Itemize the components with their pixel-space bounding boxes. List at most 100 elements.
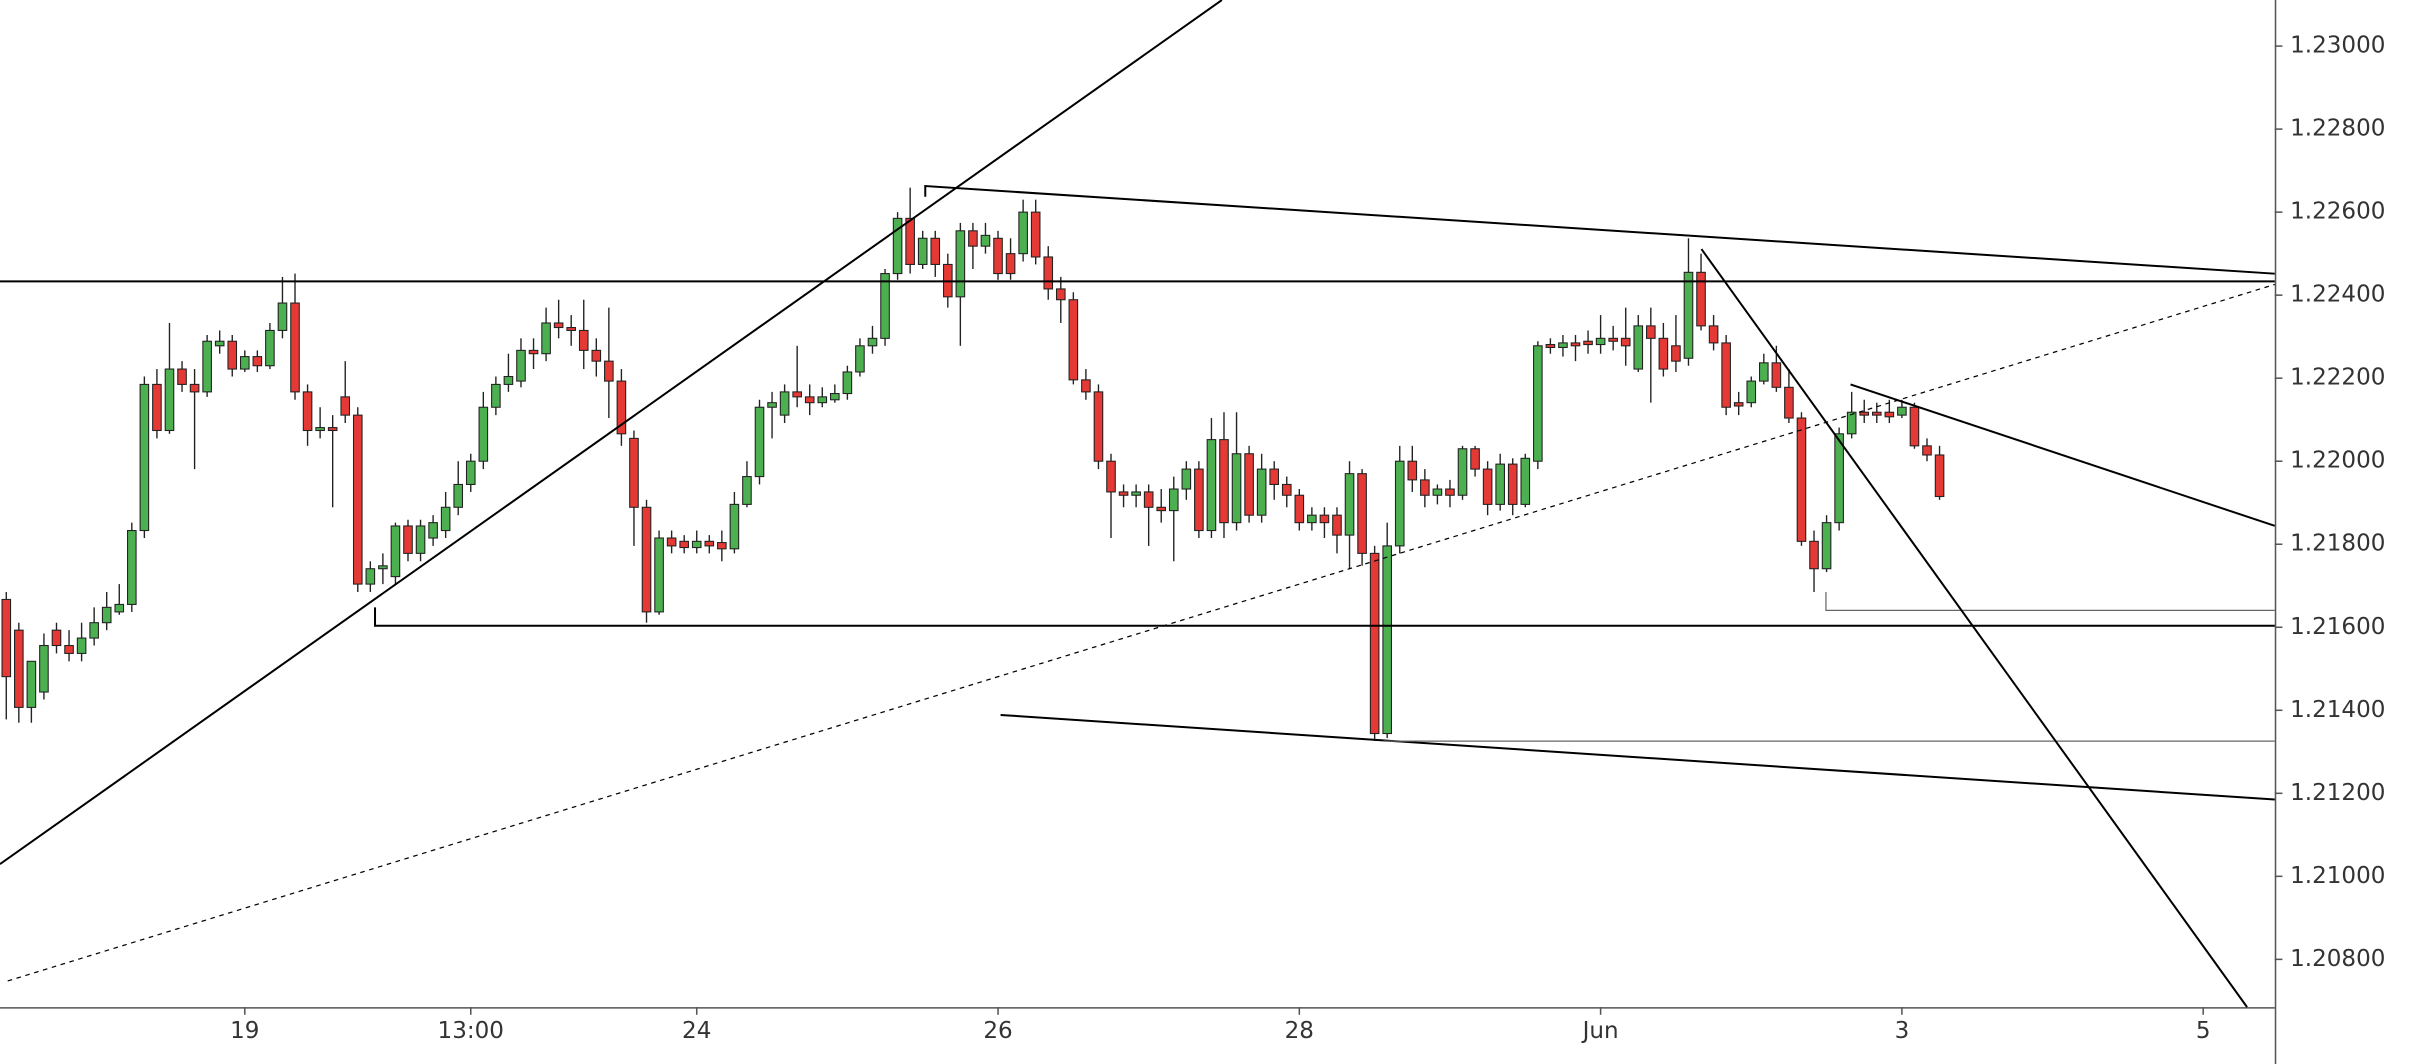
candle-body	[1194, 468, 1204, 532]
candle-body	[930, 237, 941, 265]
candle-body	[1181, 468, 1192, 490]
candle-body	[817, 396, 828, 404]
candle-body	[1357, 473, 1367, 554]
candle-body	[164, 368, 175, 432]
y-tick-label: 1.22000	[2290, 448, 2385, 474]
candle-body	[1143, 491, 1154, 508]
candle-body	[277, 302, 288, 331]
candle-body	[1294, 494, 1305, 524]
candle-body	[1721, 342, 1731, 408]
candle-body	[39, 644, 49, 693]
candle-body	[528, 349, 539, 355]
candle-body	[101, 606, 112, 624]
candle-body	[754, 406, 765, 478]
candle-body	[114, 603, 125, 613]
candle-body	[315, 427, 325, 432]
candle-body	[177, 368, 187, 385]
candle-body	[1859, 411, 1870, 416]
candle-body	[1068, 299, 1079, 381]
candle-body	[265, 329, 275, 367]
candle-body	[1633, 325, 1644, 370]
y-tick-label: 1.21400	[2290, 697, 2385, 723]
candle-body	[842, 371, 853, 395]
candle-body	[1608, 337, 1618, 342]
candle-body	[403, 525, 413, 554]
trend-line	[924, 184, 2275, 275]
candle-body	[666, 537, 677, 547]
candle-body	[302, 391, 313, 432]
candle-body	[1018, 211, 1028, 255]
candle-body	[202, 340, 212, 393]
candle-body	[1106, 460, 1116, 493]
candle-body	[629, 437, 639, 508]
candle-body	[1269, 468, 1280, 485]
candle-body	[1168, 488, 1179, 512]
candle-body	[1834, 433, 1844, 524]
candle-body	[1382, 545, 1392, 735]
y-tick-label: 1.22400	[2290, 282, 2385, 308]
candle-body	[239, 356, 250, 370]
x-tick-label: 24	[682, 1018, 711, 1044]
x-tick-label: 19	[230, 1018, 259, 1044]
candle-body	[1206, 439, 1217, 532]
y-tick-label: 1.22200	[2290, 365, 2385, 391]
candle-body	[1, 598, 12, 678]
x-tick-label: 26	[983, 1018, 1012, 1044]
candle-body	[64, 644, 74, 654]
candle-body	[1231, 453, 1242, 524]
candle-body	[1482, 468, 1493, 505]
candle-body	[1219, 439, 1229, 524]
candle-body	[1620, 337, 1631, 347]
trend-line	[1700, 248, 2248, 1008]
candle-body	[453, 483, 464, 508]
candle-body	[1307, 514, 1317, 524]
x-tick-label: 13:00	[438, 1018, 504, 1044]
candle-body	[1093, 391, 1104, 462]
candle-body	[51, 629, 62, 647]
trend-line	[1850, 383, 2276, 527]
candle-body	[1344, 473, 1355, 536]
candle-body	[578, 329, 589, 351]
candle-body	[742, 476, 752, 505]
candle-body	[440, 506, 451, 532]
candle-body	[1733, 402, 1744, 407]
trend-line	[0, 0, 1223, 865]
candle-body	[1796, 417, 1807, 542]
candle-body	[830, 393, 840, 401]
candle-body	[993, 237, 1003, 275]
y-tick-label: 1.21000	[2290, 863, 2385, 889]
candle-body	[491, 383, 501, 408]
candle-body	[566, 327, 577, 331]
candle-body	[591, 349, 602, 362]
x-tick-label: 28	[1285, 1018, 1314, 1044]
candle-body	[365, 568, 376, 585]
candle-body	[792, 391, 802, 398]
candle-body	[1909, 406, 1920, 447]
candle-body	[1884, 411, 1895, 418]
y-tick-label: 1.21600	[2290, 614, 2385, 640]
candle-body	[679, 540, 689, 549]
candle-body	[1922, 445, 1932, 456]
y-tick-label: 1.20800	[2290, 946, 2385, 972]
candle-body	[152, 383, 162, 432]
candle-body	[1030, 211, 1041, 258]
candle-body	[1407, 460, 1418, 481]
candle-body	[189, 383, 200, 393]
candle-body	[717, 542, 727, 550]
candle-body	[616, 380, 627, 435]
candle-body	[1545, 344, 1556, 349]
candle-body	[478, 406, 489, 462]
candle-body	[1570, 342, 1581, 347]
drawings	[0, 0, 2276, 1008]
candle-body	[1420, 479, 1430, 496]
candle-body	[1156, 506, 1167, 512]
candle-body	[1821, 522, 1832, 570]
support-line	[374, 607, 2275, 627]
candle-body	[503, 375, 514, 385]
y-tick-label: 1.22600	[2290, 199, 2385, 225]
candle-body	[1244, 453, 1254, 516]
candle-body	[1897, 406, 1907, 416]
candle-body	[227, 340, 238, 370]
